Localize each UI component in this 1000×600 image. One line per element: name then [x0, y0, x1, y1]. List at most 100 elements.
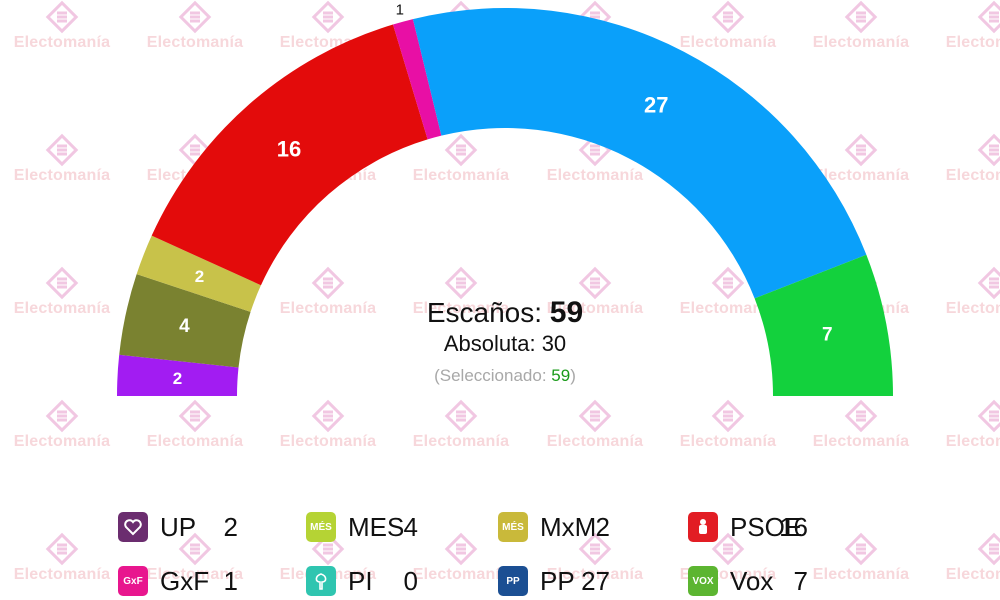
electomania-logo-icon — [444, 399, 478, 433]
electomania-logo-icon — [311, 399, 345, 433]
electomania-logo-icon — [578, 266, 612, 300]
watermark-text: Electomanía — [279, 433, 377, 450]
segment-up[interactable] — [117, 354, 239, 396]
watermark-mark: Electomanía — [934, 266, 1000, 318]
segment-pp[interactable] — [412, 8, 867, 299]
watermark-text: Electomanía — [146, 34, 244, 51]
watermark-mark: Electomanía — [934, 399, 1000, 451]
legend-seat-count: 7 — [793, 566, 808, 596]
watermark-mark: Electomanía — [135, 532, 255, 584]
watermark-mark: Electomanía — [135, 0, 255, 52]
seat-label-psoe: 16 — [277, 137, 301, 162]
electomania-logo-icon — [444, 133, 478, 167]
watermark-mark: Electomanía — [401, 399, 521, 451]
segment-mes[interactable] — [119, 274, 251, 368]
watermark-text: Electomanía — [13, 300, 111, 317]
watermark-text: Electomanía — [546, 167, 644, 184]
tree-icon — [306, 566, 336, 596]
selected-line: (Seleccionado: 59) — [350, 366, 660, 386]
watermark-mark: Electomanía — [268, 399, 388, 451]
watermark-text: Electomanía — [146, 433, 244, 450]
majority-label: Absoluta: — [443, 331, 536, 356]
watermark-text: Electomanía — [945, 300, 1000, 317]
watermark-mark: Electomanía — [2, 532, 122, 584]
watermark-text: Electomanía — [679, 433, 777, 450]
watermark-text: Electomanía — [679, 34, 777, 51]
electomania-logo-icon — [844, 133, 878, 167]
legend-party-name: PP — [540, 566, 575, 596]
watermark-text: Electomanía — [412, 167, 510, 184]
center-summary: Escaños: 59 Absoluta: 30 (Seleccionado: … — [350, 296, 660, 386]
electomania-logo-icon — [178, 532, 212, 566]
electomania-logo-icon — [977, 532, 1000, 566]
electomania-logo-icon — [578, 399, 612, 433]
gxf-logo-icon: GxF — [118, 566, 148, 596]
seat-label-pp: 27 — [644, 92, 668, 117]
electomania-logo-icon — [844, 0, 878, 34]
electomania-logo-icon — [311, 0, 345, 34]
watermark-mark: Electomanía — [401, 266, 521, 318]
watermark-text: Electomanía — [546, 300, 644, 317]
watermark-mark: Electomanía — [2, 266, 122, 318]
watermark-mark: Electomanía — [2, 399, 122, 451]
legend-party-name: PI — [348, 566, 373, 596]
watermark-text: Electomanía — [13, 433, 111, 450]
legend-seat-count: 2 — [595, 512, 610, 542]
segment-psoe[interactable] — [151, 24, 428, 286]
heart-icon — [118, 512, 148, 542]
legend-seat-count: 1 — [223, 566, 238, 596]
legend-seat-count: 16 — [779, 512, 808, 542]
watermark-text: Electomanía — [679, 300, 777, 317]
electomania-logo-icon — [45, 399, 79, 433]
seats-label: Escaños: — [426, 297, 542, 328]
watermark-text: Electomanía — [812, 566, 910, 583]
legend-party-name: MES — [348, 512, 405, 542]
electomania-logo-icon — [45, 0, 79, 34]
watermark-text: Electomanía — [945, 167, 1000, 184]
watermark-text: Electomanía — [945, 34, 1000, 51]
watermark-text: Electomanía — [945, 566, 1000, 583]
watermark-mark: Electomanía — [934, 133, 1000, 185]
electomania-logo-icon — [311, 266, 345, 300]
legend-seat-count: 2 — [223, 512, 238, 542]
electomania-logo-icon — [45, 133, 79, 167]
selected-close: ) — [570, 366, 576, 385]
watermark-mark: Electomanía — [401, 133, 521, 185]
watermark-mark: Electomanía — [535, 532, 655, 584]
electomania-logo-icon — [711, 0, 745, 34]
electomania-logo-icon — [977, 399, 1000, 433]
legend-party-name: UP — [160, 512, 197, 542]
electomania-logo-icon — [578, 532, 612, 566]
watermark-mark: Electomanía — [668, 0, 788, 52]
legend-party-name: PSOE — [730, 512, 803, 542]
watermark-text: Electomanía — [546, 433, 644, 450]
electomania-logo-icon — [844, 399, 878, 433]
legend-seat-count: 0 — [403, 566, 418, 596]
seat-label-vox: 7 — [822, 325, 833, 346]
legend-seat-count: 27 — [581, 566, 610, 596]
watermark-mark: Electomanía — [801, 0, 921, 52]
watermark-text: Electomanía — [13, 167, 111, 184]
selected-label: (Seleccionado: — [434, 366, 547, 385]
electomania-logo-icon — [178, 0, 212, 34]
total-seats-line: Escaños: 59 — [350, 296, 660, 330]
electomania-logo-icon — [977, 266, 1000, 300]
watermark-text: Electomanía — [812, 433, 910, 450]
watermark-mark: Electomanía — [135, 399, 255, 451]
watermark-text: Electomanía — [546, 566, 644, 583]
selected-value: 59 — [551, 366, 571, 385]
watermark-mark: Electomanía — [801, 399, 921, 451]
seat-label-gxf: 1 — [396, 2, 404, 19]
watermark-mark: Electomanía — [2, 133, 122, 185]
electomania-logo-icon — [977, 0, 1000, 34]
seat-label-mxm: 2 — [195, 267, 204, 286]
segment-vox[interactable] — [754, 254, 893, 396]
segment-gxf[interactable] — [392, 19, 442, 140]
segment-mxm[interactable] — [136, 235, 261, 312]
watermark-text: Electomanía — [412, 433, 510, 450]
electomania-logo-icon — [444, 266, 478, 300]
hemicycle-segments — [117, 8, 893, 396]
electomania-logo-icon — [977, 133, 1000, 167]
watermark-mark: Electomanía — [268, 266, 388, 318]
pp-logo-icon: PP — [498, 566, 528, 596]
